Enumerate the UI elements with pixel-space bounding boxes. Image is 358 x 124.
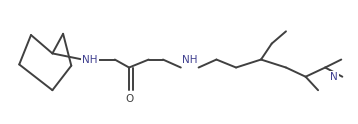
Text: NH: NH <box>82 55 98 65</box>
Text: NH: NH <box>182 55 198 65</box>
Text: O: O <box>125 94 133 104</box>
Text: N: N <box>330 72 338 82</box>
